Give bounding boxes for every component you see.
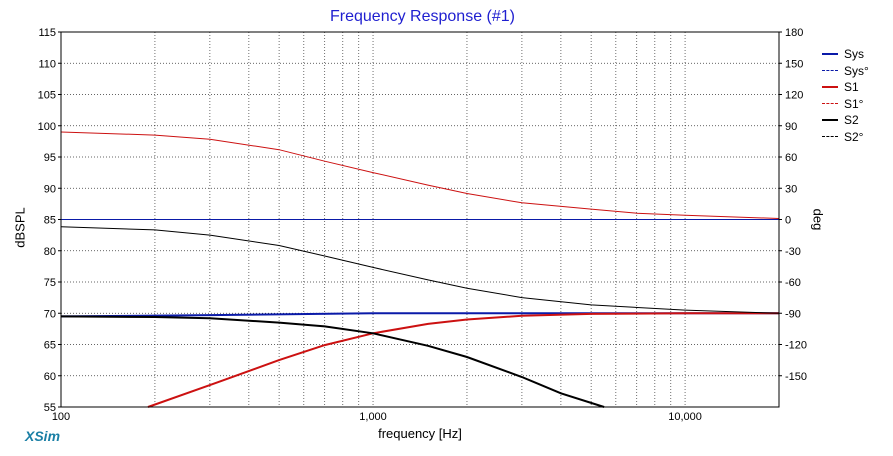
chart-title: Frequency Response (#1) (330, 8, 515, 25)
legend-label-s1: S1 (844, 80, 859, 95)
y-tick-label: 105 (38, 90, 56, 102)
series-line-s2-phase (60, 226, 780, 314)
y2-tick-label: -90 (785, 308, 801, 320)
y-tick-label: 65 (44, 340, 56, 352)
y-tick-label: 85 (44, 215, 56, 227)
legend-swatch-sys-phase (822, 70, 838, 72)
y-tick-label: 110 (38, 58, 56, 70)
y2-tick-label: 120 (785, 90, 803, 102)
y2-tick-label: 150 (785, 58, 803, 70)
y2-tick-label: 90 (785, 121, 797, 133)
y2-tick-label: -30 (785, 246, 801, 258)
legend-entry-s1-phase: S1° (822, 96, 869, 113)
y-tick-label: 60 (44, 371, 56, 383)
x-axis-label: frequency [Hz] (378, 426, 462, 441)
legend-swatch-s1 (822, 86, 838, 89)
legend-entry-s2-phase: S2° (822, 129, 869, 146)
y-tick-label: 95 (44, 152, 56, 164)
y-tick-label: 100 (38, 121, 56, 133)
y-tick-label: 90 (44, 183, 56, 195)
y2-tick-label: 0 (785, 215, 791, 227)
series-line-s2 (60, 315, 605, 408)
y-tick-label: 55 (44, 402, 56, 414)
y-axis-label: dBSPL (12, 207, 28, 248)
legend-swatch-s2-phase (822, 136, 838, 138)
y2-tick-label: -60 (785, 277, 801, 289)
x-tick-label: 10,000 (668, 411, 702, 423)
y2-axis-label: deg (810, 208, 826, 231)
y2-tick-label: -150 (785, 371, 807, 383)
y2-tick-label: 180 (785, 27, 803, 39)
y-tick-label: 80 (44, 246, 56, 258)
series-line-s1-phase (60, 131, 780, 219)
y2-tick-label: 60 (785, 152, 797, 164)
chart-legend: Sys Sys° S1 S1° S2 S2° (822, 46, 869, 145)
legend-label-s1-phase: S1° (844, 96, 864, 111)
series-line-s1 (147, 312, 779, 408)
legend-entry-sys: Sys (822, 46, 869, 63)
app-logo-text: XSim (25, 428, 61, 444)
y2-tick-label: 30 (785, 183, 797, 195)
y-tick-label: 75 (44, 277, 56, 289)
legend-label-sys-phase: Sys° (844, 63, 869, 78)
y2-tick-label: -120 (785, 340, 807, 352)
x-tick-label: 1,000 (359, 411, 387, 423)
legend-label-s2: S2 (844, 113, 859, 128)
legend-label-s2-phase: S2° (844, 129, 864, 144)
legend-entry-s2: S2 (822, 112, 869, 129)
legend-entry-s1: S1 (822, 79, 869, 96)
x-tick-label: 100 (52, 411, 70, 423)
legend-swatch-s1-phase (822, 103, 838, 105)
y-tick-label: 115 (38, 27, 56, 39)
y-tick-label: 70 (44, 308, 56, 320)
legend-swatch-s2 (822, 119, 838, 122)
legend-label-sys: Sys (844, 47, 865, 62)
legend-swatch-sys (822, 53, 838, 56)
legend-entry-sys-phase: Sys° (822, 63, 869, 80)
